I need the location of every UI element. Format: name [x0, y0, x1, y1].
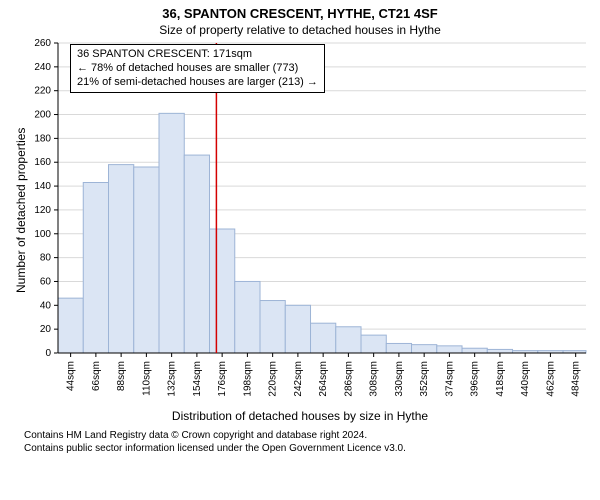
svg-text:44sqm: 44sqm — [66, 361, 77, 391]
footer-attribution: Contains HM Land Registry data © Crown c… — [24, 429, 600, 455]
annotation-line: 36 SPANTON CRESCENT: 171sqm — [77, 48, 318, 62]
annotation-box: 36 SPANTON CRESCENT: 171sqm ← 78% of det… — [70, 44, 325, 93]
svg-text:80: 80 — [40, 253, 52, 264]
chart-title-sub: Size of property relative to detached ho… — [0, 23, 600, 37]
svg-text:308sqm: 308sqm — [369, 361, 380, 397]
svg-text:198sqm: 198sqm — [242, 361, 253, 397]
svg-text:20: 20 — [40, 324, 52, 335]
x-axis-title: Distribution of detached houses by size … — [0, 409, 600, 423]
svg-text:330sqm: 330sqm — [394, 361, 405, 397]
svg-text:40: 40 — [40, 300, 52, 311]
svg-text:120: 120 — [34, 205, 51, 216]
svg-text:462sqm: 462sqm — [545, 361, 556, 397]
y-axis-title: Number of detached properties — [14, 128, 28, 293]
svg-text:88sqm: 88sqm — [116, 361, 127, 391]
svg-text:352sqm: 352sqm — [419, 361, 430, 397]
svg-text:0: 0 — [45, 348, 51, 359]
svg-text:100: 100 — [34, 229, 51, 240]
svg-text:132sqm: 132sqm — [167, 361, 178, 397]
svg-text:140: 140 — [34, 181, 51, 192]
svg-text:440sqm: 440sqm — [520, 361, 531, 397]
svg-text:176sqm: 176sqm — [217, 361, 228, 397]
svg-text:220sqm: 220sqm — [268, 361, 279, 397]
svg-text:110sqm: 110sqm — [141, 361, 152, 396]
svg-text:396sqm: 396sqm — [470, 361, 481, 397]
svg-text:220: 220 — [34, 86, 51, 97]
footer-line: Contains HM Land Registry data © Crown c… — [24, 429, 600, 442]
svg-text:374sqm: 374sqm — [444, 361, 455, 397]
chart-container: Number of detached properties 0 20 40 60 80 1… — [0, 37, 600, 407]
svg-text:260: 260 — [34, 38, 51, 49]
svg-text:242sqm: 242sqm — [293, 361, 304, 397]
svg-text:200: 200 — [34, 110, 51, 121]
annotation-line: ← 78% of detached houses are smaller (77… — [77, 62, 318, 76]
annotation-line: 21% of semi-detached houses are larger (… — [77, 76, 318, 90]
footer-line: Contains public sector information licen… — [24, 442, 600, 455]
svg-text:66sqm: 66sqm — [91, 361, 102, 391]
svg-text:180: 180 — [34, 133, 51, 144]
svg-text:60: 60 — [40, 276, 52, 287]
svg-text:154sqm: 154sqm — [192, 361, 203, 397]
chart-title-main: 36, SPANTON CRESCENT, HYTHE, CT21 4SF — [0, 6, 600, 21]
svg-text:264sqm: 264sqm — [318, 361, 329, 397]
svg-text:418sqm: 418sqm — [495, 361, 506, 397]
svg-text:160: 160 — [34, 157, 51, 168]
svg-text:286sqm: 286sqm — [343, 361, 354, 397]
svg-text:240: 240 — [34, 62, 51, 73]
svg-text:484sqm: 484sqm — [571, 361, 582, 397]
